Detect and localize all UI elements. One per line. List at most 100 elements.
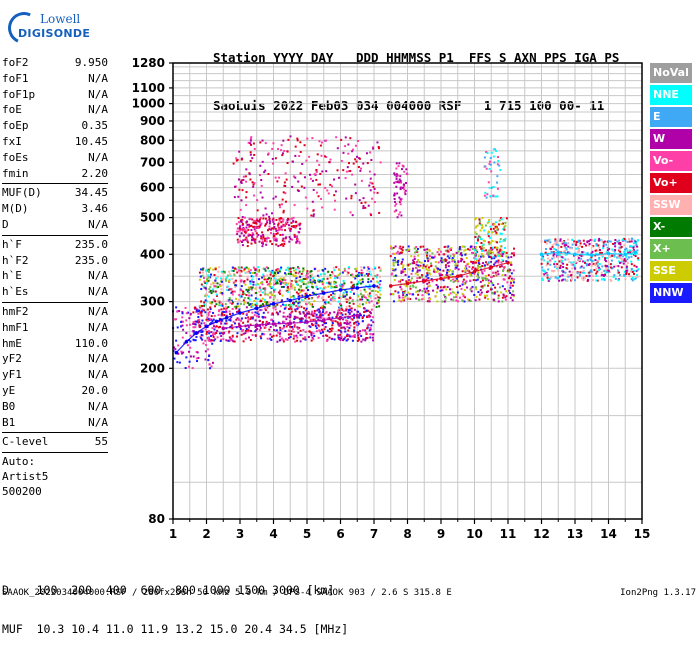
- echo-point: [559, 264, 562, 267]
- echo-point: [373, 173, 376, 176]
- echo-point: [245, 168, 248, 171]
- echo-point: [290, 273, 293, 276]
- echo-point: [339, 277, 342, 280]
- echo-point: [397, 259, 400, 262]
- echo-point: [505, 290, 508, 293]
- echo-point: [341, 285, 344, 288]
- echo-point: [288, 319, 291, 322]
- echo-point: [365, 337, 368, 340]
- echo-point: [323, 155, 326, 158]
- echo-point: [269, 277, 272, 280]
- param-row: C-level 55: [2, 435, 108, 451]
- echo-point: [240, 232, 243, 235]
- echo-point: [486, 290, 489, 293]
- echo-point: [560, 261, 563, 264]
- echo-point: [254, 297, 257, 300]
- echo-point: [230, 299, 233, 302]
- echo-point: [416, 273, 419, 276]
- echo-point: [284, 237, 287, 240]
- echo-point: [358, 273, 361, 276]
- echo-point: [291, 287, 294, 290]
- echo-point: [504, 221, 507, 224]
- echo-point: [593, 269, 596, 272]
- echo-point: [560, 245, 563, 248]
- echo-point: [546, 260, 549, 263]
- echo-point: [253, 222, 256, 225]
- echo-point: [567, 245, 570, 248]
- echo-point: [250, 275, 253, 278]
- echo-point: [187, 311, 190, 314]
- echo-point: [325, 139, 328, 142]
- echo-point: [439, 259, 442, 262]
- echo-point: [313, 292, 316, 295]
- echo-point: [293, 275, 296, 278]
- echo-point: [219, 332, 222, 335]
- echo-point: [222, 270, 225, 273]
- echo-point: [333, 178, 336, 181]
- echo-point: [319, 306, 322, 309]
- echo-point: [258, 221, 261, 224]
- echo-point: [485, 167, 488, 170]
- echo-point: [272, 234, 275, 237]
- echo-point: [424, 265, 427, 268]
- echo-point: [306, 270, 309, 273]
- echo-point: [437, 267, 440, 270]
- echo-point: [257, 278, 260, 281]
- echo-point: [348, 302, 351, 305]
- echo-point: [247, 233, 250, 236]
- echo-point: [488, 163, 491, 166]
- echo-point: [287, 272, 290, 275]
- echo-point: [564, 258, 567, 261]
- echo-point: [596, 270, 599, 273]
- echo-point: [428, 249, 431, 252]
- echo-point: [281, 294, 284, 297]
- echo-point: [310, 305, 313, 308]
- echo-point: [618, 260, 621, 263]
- echo-point: [264, 269, 267, 272]
- echo-point: [483, 265, 486, 268]
- echo-point: [355, 323, 358, 326]
- echo-point: [313, 318, 316, 321]
- echo-point: [242, 312, 245, 315]
- echo-point: [595, 244, 598, 247]
- echo-point: [242, 328, 245, 331]
- echo-point: [198, 324, 201, 327]
- echo-point: [243, 301, 246, 304]
- echo-point: [426, 282, 429, 285]
- y-tick-label: 1000: [132, 97, 165, 111]
- echo-point: [205, 269, 208, 272]
- echo-point: [456, 285, 459, 288]
- echo-point: [354, 183, 357, 186]
- echo-point: [287, 288, 290, 291]
- echo-point: [350, 317, 353, 320]
- echo-point: [402, 264, 405, 267]
- echo-point: [213, 273, 216, 276]
- echo-point: [300, 317, 303, 320]
- echo-point: [465, 280, 468, 283]
- echo-point: [483, 264, 486, 267]
- echo-point: [295, 283, 298, 286]
- echo-point: [331, 316, 334, 319]
- echo-point: [316, 159, 319, 162]
- echo-point: [344, 336, 347, 339]
- echo-point: [545, 271, 548, 274]
- echo-point: [206, 300, 209, 303]
- echo-point: [617, 269, 620, 272]
- echo-point: [372, 146, 375, 149]
- echo-point: [188, 323, 191, 326]
- echo-point: [304, 319, 307, 322]
- echo-point: [510, 263, 513, 266]
- echo-point: [283, 223, 286, 226]
- echo-point: [293, 325, 296, 328]
- echo-point: [497, 255, 500, 258]
- echo-point: [309, 281, 312, 284]
- echo-point: [576, 254, 579, 257]
- echo-point: [487, 274, 490, 277]
- echo-point: [450, 247, 453, 250]
- echo-point: [249, 217, 252, 220]
- echo-point: [365, 296, 368, 299]
- echo-point: [561, 256, 564, 259]
- echo-point: [247, 288, 250, 291]
- echo-point: [486, 277, 489, 280]
- echo-point: [413, 247, 416, 250]
